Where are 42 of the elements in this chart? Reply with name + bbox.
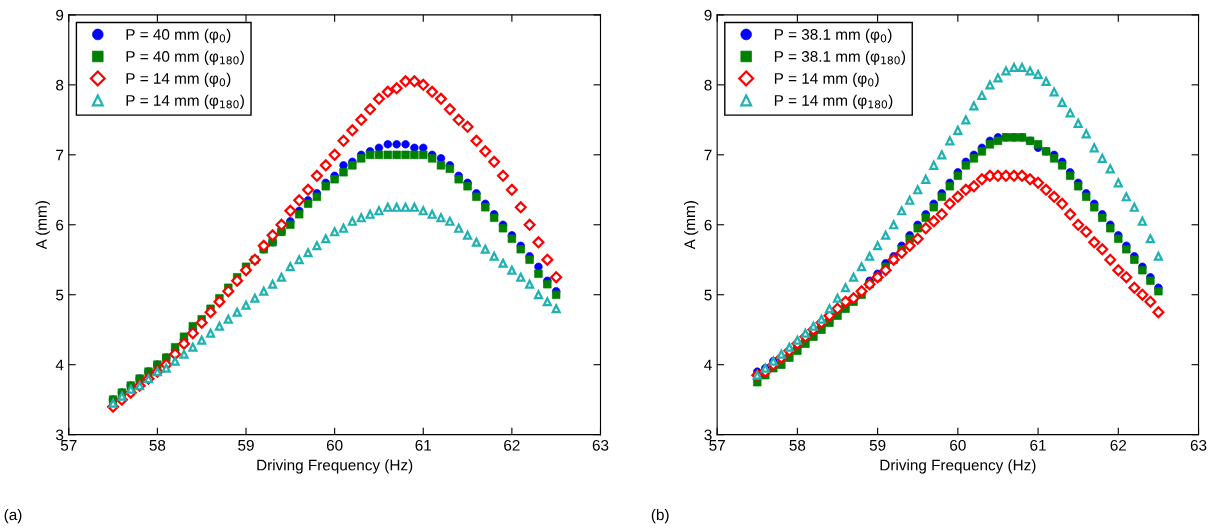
x-tick-label: 58 bbox=[149, 439, 166, 451]
legend-label: P = 38.1 mm (φ$_{180}$) bbox=[774, 50, 906, 65]
y-tick-label: 4 bbox=[704, 359, 712, 371]
legend-label: P = 38.1 mm (φ$_{0}$) bbox=[774, 28, 892, 43]
x-tick-label: 58 bbox=[789, 439, 806, 451]
x-axis-title: Driving Frequency (Hz) bbox=[257, 459, 413, 474]
x-tick-label: 61 bbox=[415, 439, 431, 451]
legend-label: P = 14 mm (φ$_{0}$) bbox=[126, 72, 231, 87]
y-axis-title: A (mm) bbox=[35, 201, 50, 250]
y-tick-label: 7 bbox=[56, 149, 64, 161]
y-tick-label: 8 bbox=[56, 79, 64, 91]
y-axis-title: A (mm) bbox=[684, 201, 699, 250]
x-tick-label: 61 bbox=[1030, 439, 1046, 451]
x-tick-label: 57 bbox=[709, 440, 725, 451]
text: (b) bbox=[651, 508, 669, 524]
legend-label: P = 40 mm (φ$_{0}$) bbox=[126, 28, 231, 43]
y-tick-label: 3 bbox=[55, 429, 64, 441]
legend-label: P = 14 mm (φ$_{180}$) bbox=[126, 94, 244, 109]
x-tick-label: 62 bbox=[504, 439, 520, 451]
x-tick-label: 63 bbox=[592, 439, 609, 451]
y-tick-label: 4 bbox=[55, 359, 64, 371]
y-tick-label: 7 bbox=[704, 149, 712, 161]
text: (a) bbox=[4, 508, 22, 524]
y-tick-label: 6 bbox=[704, 219, 712, 231]
y-tick-label: 8 bbox=[704, 79, 712, 91]
x-tick-label: 63 bbox=[1190, 439, 1207, 451]
x-tick-label: 62 bbox=[1110, 439, 1127, 451]
legend-label: P = 14 mm (φ$_{180}$) bbox=[774, 94, 893, 109]
y-tick-label: 9 bbox=[56, 9, 64, 21]
x-tick-label: 59 bbox=[869, 439, 886, 451]
y-tick-label: 5 bbox=[56, 289, 64, 301]
legend-label: P = 40 mm (φ$_{180}$) bbox=[126, 50, 244, 65]
y-tick-label: 5 bbox=[704, 289, 712, 301]
x-axis-title: Driving Frequency (Hz) bbox=[880, 459, 1036, 474]
x-tick-label: 60 bbox=[950, 439, 966, 451]
y-tick-label: 9 bbox=[704, 9, 712, 21]
x-tick-label: 60 bbox=[326, 439, 343, 451]
y-tick-label: 3 bbox=[704, 429, 712, 441]
legend-label: P = 14 mm (φ$_{0}$) bbox=[774, 72, 879, 87]
x-tick-label: 57 bbox=[60, 440, 77, 451]
x-tick-label: 59 bbox=[238, 439, 254, 451]
y-tick-label: 6 bbox=[56, 219, 64, 231]
